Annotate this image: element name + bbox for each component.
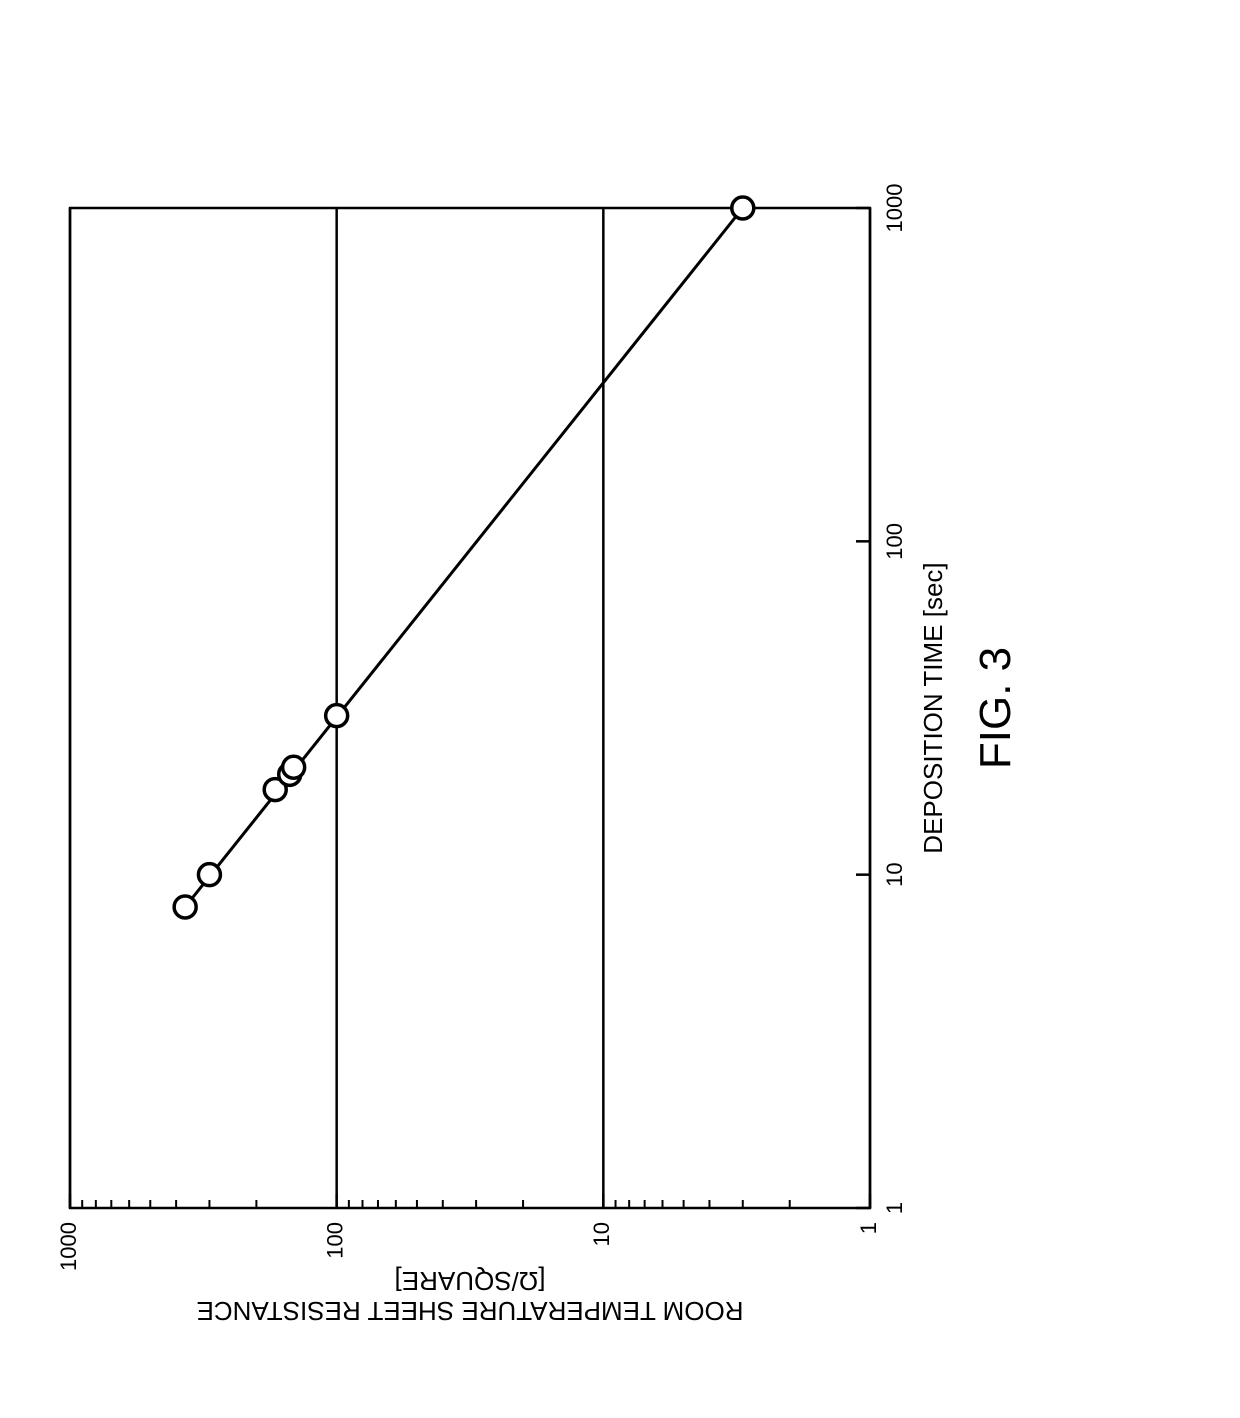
svg-text:100: 100	[322, 1222, 347, 1259]
y-axis-label-line2: [Ω/SQUARE]	[395, 1266, 546, 1296]
svg-text:1: 1	[882, 1202, 907, 1214]
svg-text:1000: 1000	[56, 1222, 81, 1271]
chart-container: 1 10 100 1000 1 10 100 1000 DEPOSITION TIME [sec…	[0, 0, 1240, 1418]
svg-text:1: 1	[856, 1222, 881, 1234]
svg-text:1000: 1000	[882, 184, 907, 233]
chart-svg: 1 10 100 1000 1 10 100 1000 DEPOSITION TIME [sec…	[0, 0, 1240, 1418]
svg-text:100: 100	[882, 523, 907, 560]
figure-label: FIG. 3	[971, 647, 1020, 769]
svg-text:10: 10	[589, 1222, 614, 1246]
svg-text:10: 10	[882, 862, 907, 886]
y-axis-label-line1: ROOM TEMPERATURE SHEET RESISTANCE	[196, 1296, 743, 1326]
x-axis-label: DEPOSITION TIME [sec]	[918, 562, 948, 853]
